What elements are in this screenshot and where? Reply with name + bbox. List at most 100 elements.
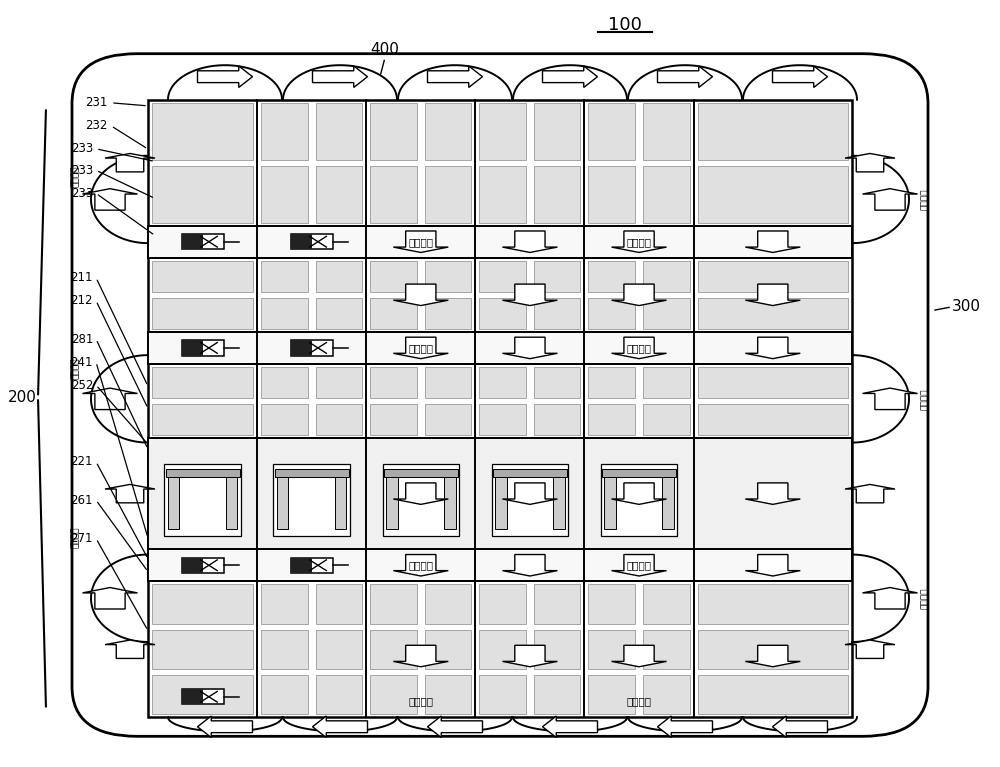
Text: 231: 231: [86, 97, 108, 109]
Bar: [261, 404, 308, 435]
Text: 300: 300: [952, 299, 981, 314]
Bar: [698, 404, 848, 435]
Bar: [152, 675, 253, 714]
Polygon shape: [198, 66, 252, 87]
Polygon shape: [105, 153, 155, 172]
Bar: [662, 475, 674, 528]
Bar: [698, 298, 848, 329]
Bar: [643, 298, 690, 329]
Bar: [698, 261, 848, 291]
Polygon shape: [502, 483, 557, 505]
Polygon shape: [862, 189, 918, 210]
Bar: [698, 675, 848, 714]
Bar: [479, 367, 526, 398]
Bar: [273, 463, 350, 536]
Polygon shape: [428, 66, 483, 87]
Bar: [698, 103, 848, 160]
Text: 物流通道: 物流通道: [627, 343, 652, 353]
Bar: [370, 166, 417, 222]
Bar: [370, 261, 417, 291]
Text: 模台回流: 模台回流: [70, 526, 80, 548]
Polygon shape: [845, 640, 895, 658]
Polygon shape: [612, 555, 667, 576]
Polygon shape: [658, 716, 712, 738]
Bar: [316, 584, 362, 624]
Bar: [383, 463, 459, 536]
Bar: [643, 675, 690, 714]
Text: 252: 252: [71, 379, 93, 391]
Bar: [166, 469, 240, 476]
Bar: [425, 298, 471, 329]
Bar: [291, 558, 312, 573]
Bar: [182, 689, 224, 704]
Bar: [479, 404, 526, 435]
Polygon shape: [745, 555, 800, 576]
Polygon shape: [502, 645, 557, 667]
Text: 233: 233: [71, 187, 93, 199]
Bar: [588, 103, 635, 160]
Bar: [479, 261, 526, 291]
Bar: [425, 367, 471, 398]
Text: 物流通道: 物流通道: [627, 237, 652, 247]
Bar: [182, 558, 224, 573]
Polygon shape: [428, 716, 483, 738]
Bar: [316, 103, 362, 160]
Bar: [643, 103, 690, 160]
Bar: [277, 475, 288, 528]
Bar: [534, 675, 580, 714]
Text: 211: 211: [70, 272, 93, 284]
Bar: [588, 584, 635, 624]
Bar: [534, 584, 580, 624]
Bar: [370, 584, 417, 624]
Bar: [316, 675, 362, 714]
Text: 物流通道: 物流通道: [408, 696, 433, 706]
Polygon shape: [612, 645, 667, 667]
Bar: [643, 261, 690, 291]
Polygon shape: [862, 588, 918, 609]
Polygon shape: [745, 337, 800, 359]
Text: 221: 221: [70, 456, 93, 468]
Polygon shape: [745, 231, 800, 252]
Bar: [479, 675, 526, 714]
Bar: [152, 367, 253, 398]
Bar: [182, 234, 203, 249]
Bar: [425, 166, 471, 222]
Bar: [182, 689, 203, 704]
Bar: [148, 549, 852, 581]
Bar: [534, 367, 580, 398]
Bar: [588, 166, 635, 222]
Bar: [275, 469, 349, 476]
Polygon shape: [612, 231, 667, 252]
Text: 212: 212: [70, 295, 93, 307]
Bar: [643, 584, 690, 624]
Text: 模台回流: 模台回流: [920, 588, 930, 609]
Bar: [152, 261, 253, 291]
Polygon shape: [612, 284, 667, 305]
Bar: [261, 367, 308, 398]
Bar: [495, 475, 507, 528]
Text: 281: 281: [71, 333, 93, 345]
Bar: [152, 630, 253, 669]
Text: 261: 261: [70, 494, 93, 506]
Bar: [152, 404, 253, 435]
Polygon shape: [612, 483, 667, 505]
Polygon shape: [393, 231, 448, 252]
Bar: [588, 298, 635, 329]
Text: 物流通道: 物流通道: [627, 696, 652, 706]
Bar: [386, 475, 398, 528]
Polygon shape: [393, 337, 448, 359]
Bar: [444, 475, 456, 528]
Bar: [425, 630, 471, 669]
Polygon shape: [393, 555, 448, 576]
Text: 模台回流: 模台回流: [70, 357, 80, 379]
Polygon shape: [393, 645, 448, 667]
Bar: [152, 166, 253, 222]
Bar: [425, 103, 471, 160]
Bar: [588, 404, 635, 435]
Bar: [425, 261, 471, 291]
Polygon shape: [82, 388, 137, 410]
Bar: [425, 584, 471, 624]
Bar: [316, 404, 362, 435]
Bar: [291, 234, 312, 249]
Text: 233: 233: [71, 164, 93, 176]
